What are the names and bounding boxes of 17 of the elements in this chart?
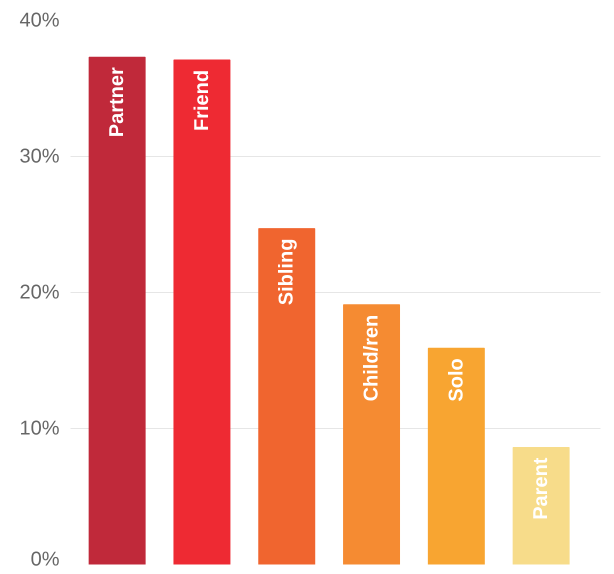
x-tick-label: Sibling [276,238,298,306]
bar [428,348,485,564]
y-tick-label: 30% [19,146,60,168]
y-tick-label: 40% [19,10,60,32]
bar [258,228,316,564]
x-tick-label: Parent [530,457,552,520]
bar [343,304,400,564]
x-tick-label: Solo [445,358,468,402]
x-tick-label: Partner [106,67,128,138]
y-tick-label: 20% [19,282,60,304]
bar [512,447,570,564]
y-tick-label: 0% [30,548,60,570]
x-tick-label: Friend [190,70,213,132]
x-tick-label: Child/ren [360,314,383,402]
bar [88,56,146,564]
bar [173,59,230,564]
y-tick-label: 10% [19,418,60,440]
